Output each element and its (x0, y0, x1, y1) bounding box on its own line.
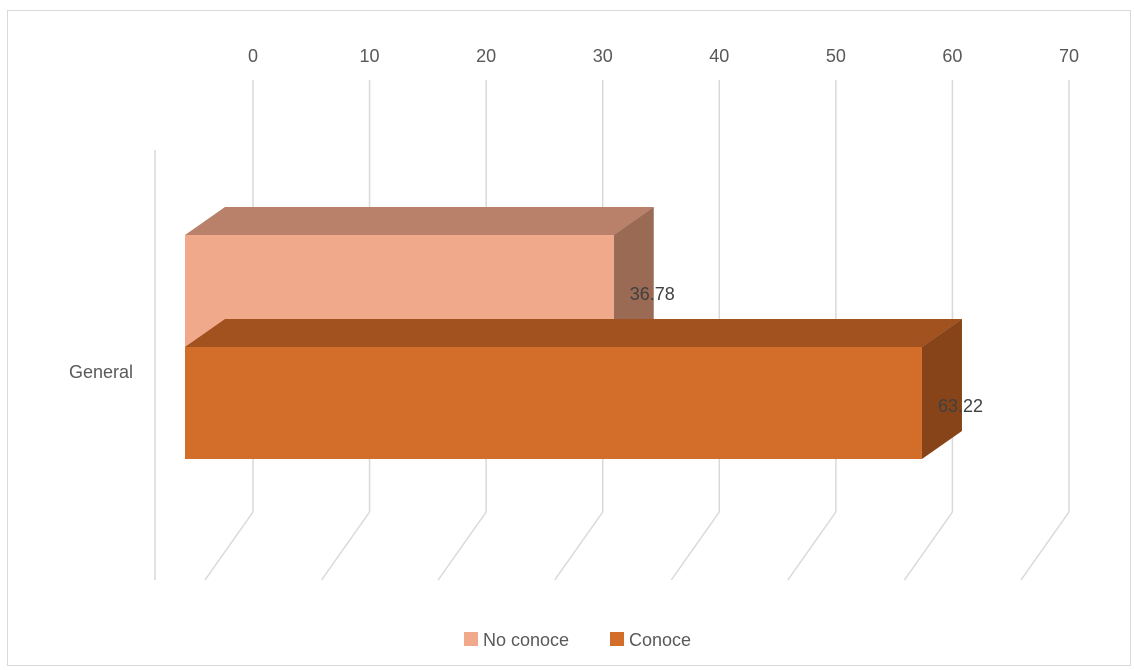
legend-swatch-no-conoce (464, 632, 478, 646)
bars (185, 207, 962, 459)
bar-top-face (185, 207, 654, 235)
bar-conoce (185, 319, 962, 459)
floor-gridline (437, 511, 487, 581)
bar-top-face (185, 319, 962, 347)
floor-gridline (1020, 511, 1070, 581)
bar-side-face (613, 207, 654, 347)
x-tick-label: 50 (826, 46, 846, 66)
data-labels: 36.78 63.22 (630, 284, 983, 416)
x-tick-label: 30 (593, 46, 613, 66)
x-tick-label: 60 (942, 46, 962, 66)
bar-side-face (921, 319, 962, 459)
legend-label-no-conoce: No conoce (483, 630, 569, 650)
floor-gridline (204, 511, 254, 581)
floor-gridline (670, 511, 720, 581)
x-tick-label: 40 (709, 46, 729, 66)
bar-front-face (185, 347, 922, 459)
data-label: 36.78 (630, 284, 675, 304)
floor-gridline (320, 511, 371, 581)
x-tick-label: 70 (1059, 46, 1079, 66)
floor-gridline (903, 511, 954, 581)
data-label: 63.22 (938, 396, 983, 416)
legend-swatch-conoce (610, 632, 624, 646)
x-tick-label: 10 (360, 46, 380, 66)
category-label: General (69, 362, 133, 382)
floor-gridline (787, 511, 837, 581)
x-tick-label: 0 (248, 46, 258, 66)
legend: No conoce Conoce (464, 630, 691, 650)
legend-label-conoce: Conoce (629, 630, 691, 650)
x-tick-label: 20 (476, 46, 496, 66)
x-axis-ticks: 0 10 20 30 40 50 60 70 (248, 46, 1079, 66)
floor-gridline (554, 511, 604, 581)
